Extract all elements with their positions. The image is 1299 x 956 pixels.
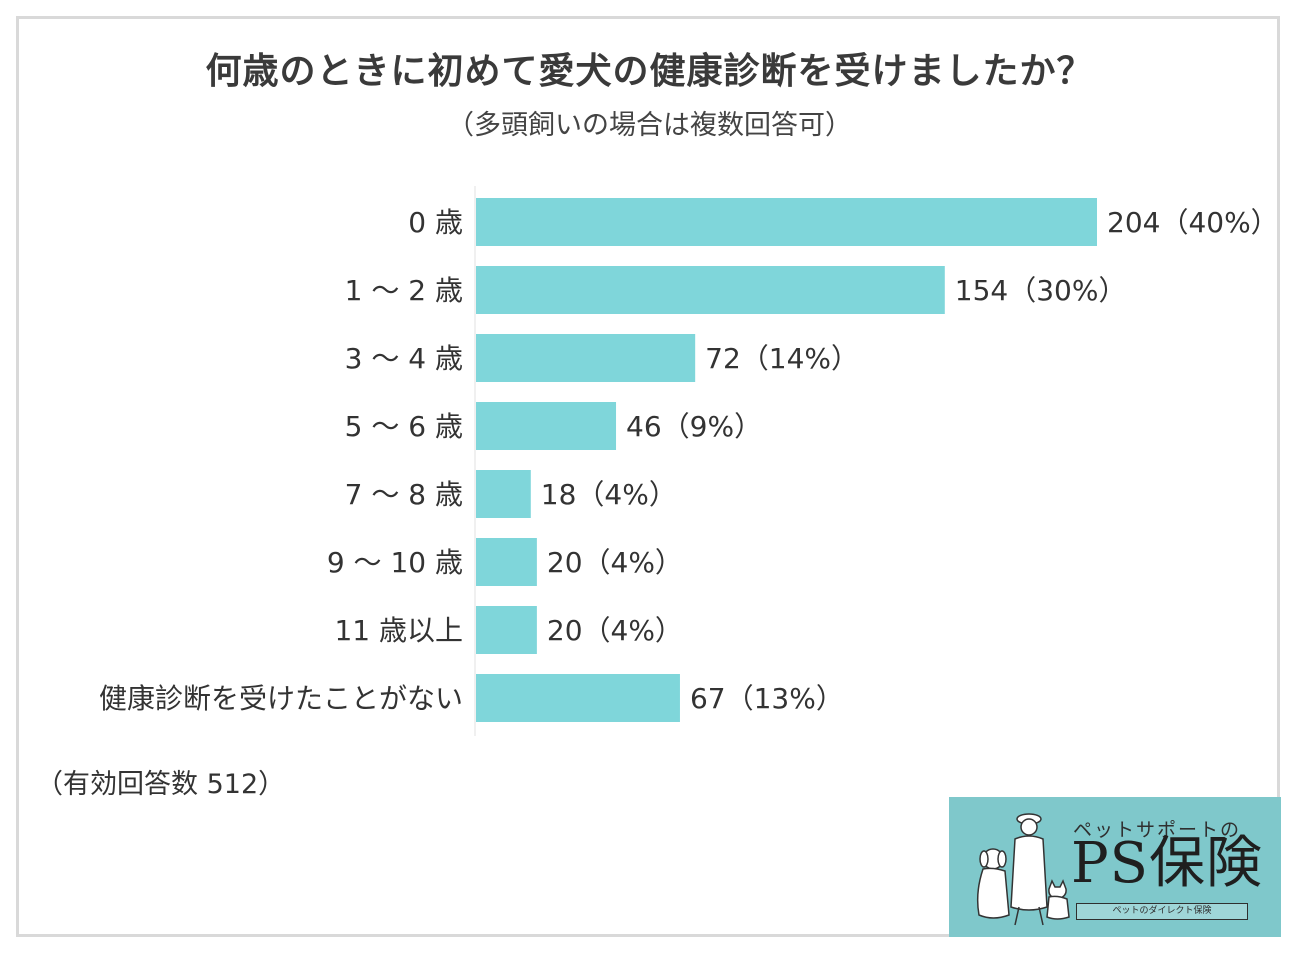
category-label: 11 歳以上 [334, 614, 463, 647]
value-label: 20（4%） [547, 614, 683, 647]
value-label: 67（13%） [690, 682, 844, 715]
chart-title: 何歳のときに初めて愛犬の健康診断を受けましたか？ [205, 51, 1094, 92]
logo-subline: ペットのダイレクト保険 [1076, 903, 1248, 920]
logo-tagline: ペットサポートの [1073, 819, 1242, 841]
bar [476, 606, 537, 654]
chart-frame [16, 16, 1280, 937]
category-label: 5 ～ 6 歳 [345, 410, 463, 443]
category-label: 7 ～ 8 歳 [345, 478, 463, 511]
bar-chart: 0 歳 204（40%） 1 ～ 2 歳 154（30%） 3 ～ 4 歳 72（14%）… [99, 186, 1279, 736]
value-label: 204（40%） [1107, 206, 1279, 239]
category-label: 健康診断を受けたことがない [99, 682, 463, 715]
ps-insurance-logo: ペットサポートの PS保険 ペットのダイレクト保険 [949, 797, 1281, 937]
bar [476, 334, 696, 382]
logo-name: PS保険 [1071, 831, 1264, 896]
bar [476, 538, 537, 586]
value-label: 72（14%） [705, 342, 859, 375]
bar [476, 198, 1097, 246]
category-label: 0 歳 [408, 206, 463, 239]
bar [476, 470, 531, 518]
category-label: 1 ～ 2 歳 [345, 274, 463, 307]
value-label: 18（4%） [541, 478, 677, 511]
value-label: 154（30%） [955, 274, 1127, 307]
category-label: 3 ～ 4 歳 [345, 342, 463, 375]
respondent-count-note: （有効回答数 512） [36, 769, 286, 800]
bar [476, 674, 680, 722]
bar [476, 266, 945, 314]
bar [476, 402, 617, 450]
category-label: 9 ～ 10 歳 [327, 546, 463, 579]
chart-subtitle: （多頭飼いの場合は複数回答可） [447, 110, 852, 141]
value-label: 20（4%） [547, 546, 683, 579]
value-label: 46（9%） [626, 410, 762, 443]
dog-and-owner-illustration [976, 813, 1070, 926]
